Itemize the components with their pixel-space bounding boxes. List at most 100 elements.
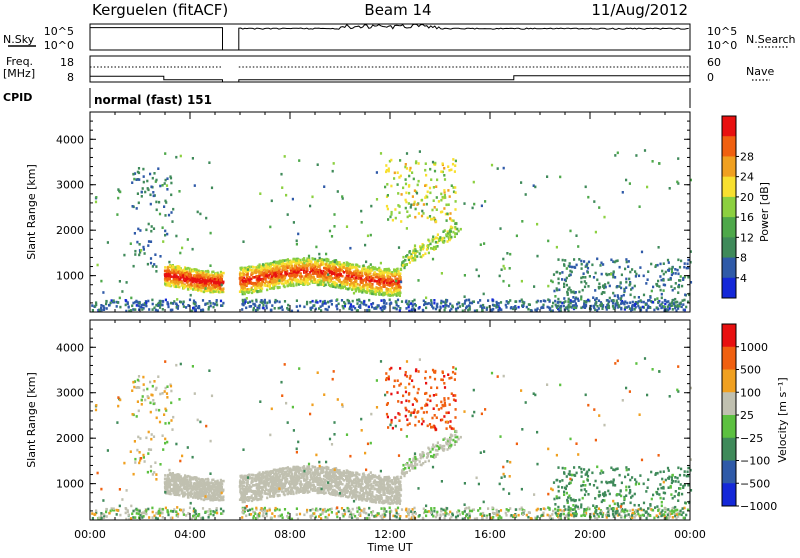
velocity-cell [167,511,169,514]
colorbar-swatch [722,177,736,198]
velocity-cell [152,516,154,519]
velocity-cell [141,403,143,406]
power-cell [250,305,252,308]
velocity-cell [148,431,150,434]
velocity-cell [378,512,380,515]
power-cell [386,287,388,290]
power-cell [478,275,480,278]
power-cell [537,307,539,310]
power-cell [251,292,253,295]
power-cell [368,306,370,309]
velocity-cell [145,513,147,516]
velocity-cell [150,411,152,414]
power-cell [361,275,363,278]
power-cell [433,299,435,302]
power-cell [293,274,295,277]
velocity-cell [279,509,281,512]
power-cell [197,211,199,214]
power-cell [148,240,150,243]
power-cell [130,297,132,300]
velocity-cell [496,514,498,517]
power-cell [395,290,397,293]
velocity-cell [250,513,252,516]
power-cell [312,275,314,278]
power-cell [394,269,396,272]
power-cell [175,285,177,288]
power-cell [194,284,196,287]
velocity-cell [380,507,382,510]
power-cell [563,285,565,288]
power-cell [371,306,373,309]
velocity-cell [197,515,199,518]
velocity-cell [152,511,154,514]
power-cell [339,270,341,273]
velocity-cell [683,517,685,520]
power-cell [181,282,183,285]
power-cell [456,303,458,306]
power-cell [182,275,184,278]
power-cell [147,300,149,303]
power-cell [184,280,186,283]
power-cell [634,296,636,299]
power-cell [361,269,363,272]
velocity-cell [343,509,345,512]
date-title: 11/Aug/2012 [591,1,688,19]
power-cell [410,256,412,259]
power-cell [424,252,426,255]
power-cell [254,276,256,279]
power-cell [164,182,166,185]
power-cell [101,309,103,312]
power-cell [138,202,140,205]
power-cell [647,299,649,302]
power-cell [592,296,594,299]
power-cell [208,161,210,164]
y-tick-label: 2000 [56,224,84,237]
colorbar-swatch [722,156,736,177]
power-cell [380,287,382,290]
power-cell [367,273,369,276]
power-cell [385,302,387,305]
velocity-cell [149,402,151,405]
power-cell [439,236,441,239]
power-cell [303,262,305,265]
velocity-cell [491,506,493,509]
power-cell [216,278,218,281]
power-cell [562,259,564,262]
power-cell [244,289,246,292]
power-cell [292,258,294,261]
power-cell [164,275,166,278]
power-cell [159,255,161,258]
power-cell [144,252,146,255]
power-cell [296,299,298,302]
colorbar-swatch [722,237,736,258]
power-cell [277,287,279,290]
power-cell [415,250,417,253]
power-cell [624,300,626,303]
velocity-cell [480,513,482,516]
power-cell [654,265,656,268]
power-cell [164,266,166,269]
power-cell [647,270,649,273]
power-cell [248,291,250,294]
power-cell [661,293,663,296]
power-cell [293,221,295,224]
power-cell [599,264,601,267]
power-cell [291,265,293,268]
power-cell [330,276,332,279]
velocity-cell [319,508,321,511]
power-cell [170,182,172,185]
power-cell [383,278,385,281]
power-cell [454,170,456,173]
power-cell [483,306,485,309]
power-cell [168,282,170,285]
power-cell [144,191,146,194]
power-cell [383,271,385,274]
power-cell [440,193,442,196]
velocity-cell [150,448,152,451]
power-cell [578,291,580,294]
power-cell [659,275,661,278]
velocity-cell [148,448,150,451]
power-cell [401,193,403,196]
